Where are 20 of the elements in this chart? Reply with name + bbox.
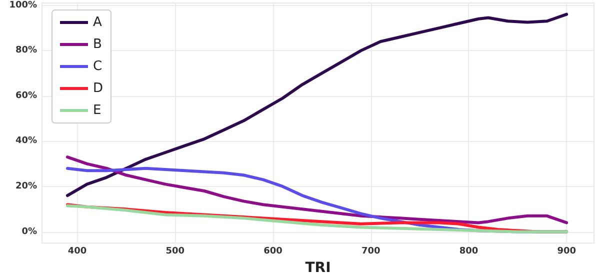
y-tick-label: 80% bbox=[15, 46, 37, 56]
y-tick-label: 20% bbox=[15, 181, 37, 192]
y-tick-label: 60% bbox=[15, 90, 37, 101]
x-axis-title: TRI bbox=[305, 260, 331, 276]
legend-label: B bbox=[93, 37, 102, 52]
legend-label: C bbox=[93, 59, 102, 74]
line-series bbox=[66, 12, 568, 198]
legend-label: E bbox=[93, 103, 102, 118]
x-tick-label: 500 bbox=[166, 246, 185, 257]
x-tick-label: 800 bbox=[459, 246, 478, 257]
y-tick-label: 0% bbox=[22, 226, 37, 237]
line-series bbox=[66, 156, 568, 224]
x-tick-label: 600 bbox=[264, 246, 282, 257]
x-tick-label: 400 bbox=[68, 246, 87, 257]
y-tick-label: 100% bbox=[9, 0, 37, 10]
x-tick-label: 700 bbox=[361, 246, 380, 257]
y-tick-label: 40% bbox=[15, 136, 37, 146]
x-tick-label: 900 bbox=[557, 246, 576, 257]
legend-label: A bbox=[93, 15, 102, 30]
legend-label: D bbox=[93, 81, 104, 96]
